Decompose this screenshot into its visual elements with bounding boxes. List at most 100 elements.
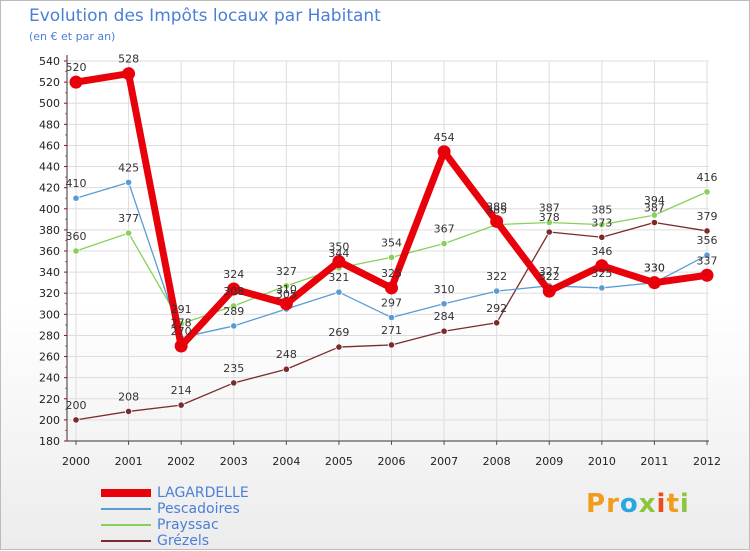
data-label: 416 <box>697 171 718 184</box>
data-label: 344 <box>328 247 349 260</box>
data-label: 394 <box>644 194 665 207</box>
data-point <box>387 253 396 261</box>
data-label: 360 <box>66 230 87 243</box>
y-tick-label: 460 <box>39 139 60 152</box>
data-point <box>598 233 606 241</box>
data-point <box>598 284 606 292</box>
x-tick-label: 2005 <box>325 455 353 468</box>
data-point <box>387 313 396 322</box>
data-label: 200 <box>66 399 87 412</box>
data-label: 387 <box>539 202 560 215</box>
legend-label: Prayssac <box>157 517 219 533</box>
data-point <box>703 251 711 259</box>
data-point <box>174 339 188 353</box>
x-tick-label: 2007 <box>430 455 458 468</box>
data-point <box>230 322 238 330</box>
x-tick-label: 2012 <box>693 455 721 468</box>
data-point <box>703 188 711 196</box>
data-point <box>279 297 293 311</box>
data-label: 330 <box>644 262 665 275</box>
data-point <box>282 365 290 373</box>
data-label: 373 <box>591 216 612 229</box>
data-label: 322 <box>486 270 507 283</box>
data-label: 346 <box>591 245 612 258</box>
logo-letter: x <box>638 489 657 519</box>
y-tick-label: 480 <box>39 118 60 131</box>
data-point <box>124 407 133 416</box>
logo-letter: P <box>586 489 607 519</box>
x-tick-label: 2000 <box>62 455 90 468</box>
data-point <box>177 401 185 409</box>
data-point <box>72 194 80 202</box>
data-point <box>122 67 136 81</box>
data-point <box>440 240 448 248</box>
data-point <box>650 211 659 219</box>
data-label: 291 <box>171 303 192 316</box>
data-point <box>490 214 504 228</box>
legend-swatch <box>101 540 151 542</box>
data-label: 308 <box>223 285 244 298</box>
data-label: 528 <box>118 53 139 66</box>
data-point <box>598 221 606 229</box>
data-point <box>703 227 711 235</box>
data-label: 354 <box>381 236 402 249</box>
proxiti-logo: Proxiti <box>586 489 690 519</box>
data-label: 378 <box>539 211 560 224</box>
y-tick-label: 260 <box>39 351 60 364</box>
data-label: 454 <box>434 131 455 144</box>
data-point <box>387 341 396 349</box>
data-label: 330 <box>644 262 665 275</box>
y-tick-label: 300 <box>39 308 60 321</box>
data-label: 337 <box>697 254 718 267</box>
data-label: 292 <box>486 302 507 315</box>
logo-letter: o <box>619 489 639 519</box>
data-point <box>282 282 290 290</box>
y-tick-label: 500 <box>39 97 60 110</box>
y-tick-label: 240 <box>39 372 60 385</box>
axis-layer: 180 200 220 240 260 280 300 320 340 360 380 400 420 4… <box>39 55 721 468</box>
y-tick-label: 420 <box>39 182 60 195</box>
data-label: 379 <box>697 210 718 223</box>
x-tick-label: 2004 <box>272 455 300 468</box>
data-label: 305 <box>276 288 297 301</box>
data-label: 325 <box>381 267 402 280</box>
data-label: 356 <box>697 234 718 247</box>
data-label: 377 <box>118 212 139 225</box>
data-label: 350 <box>328 241 349 254</box>
data-point <box>542 284 556 298</box>
data-label: 385 <box>486 204 507 217</box>
data-label: 367 <box>434 223 455 236</box>
data-label: 208 <box>118 390 139 403</box>
data-label: 269 <box>328 326 349 339</box>
logo-letter: i <box>656 489 667 519</box>
data-point <box>72 247 80 255</box>
data-label: 271 <box>381 324 402 337</box>
y-tick-label: 360 <box>39 245 60 258</box>
y-tick-label: 400 <box>39 203 60 216</box>
legend-swatch <box>101 489 151 497</box>
x-tick-label: 2009 <box>535 455 563 468</box>
data-label: 322 <box>539 270 560 283</box>
data-point <box>124 178 133 186</box>
data-point <box>385 281 398 295</box>
data-label: 310 <box>434 283 455 296</box>
data-label: 410 <box>66 177 87 190</box>
data-label: 284 <box>434 310 455 323</box>
data-label: 321 <box>328 271 349 284</box>
data-point <box>69 75 83 89</box>
data-point <box>493 287 501 295</box>
x-tick-label: 2003 <box>220 455 248 468</box>
data-point <box>545 218 553 227</box>
x-tick-label: 2001 <box>115 455 143 468</box>
y-tick-label: 520 <box>39 76 60 89</box>
data-point <box>335 343 343 351</box>
data-point <box>335 288 343 296</box>
y-tick-label: 540 <box>39 55 60 68</box>
y-tick-label: 440 <box>39 161 60 174</box>
logo-letter: t <box>666 489 680 519</box>
data-point <box>230 302 238 310</box>
y-tick-label: 320 <box>39 287 60 300</box>
y-tick-label: 200 <box>39 414 60 427</box>
data-point <box>650 218 659 227</box>
